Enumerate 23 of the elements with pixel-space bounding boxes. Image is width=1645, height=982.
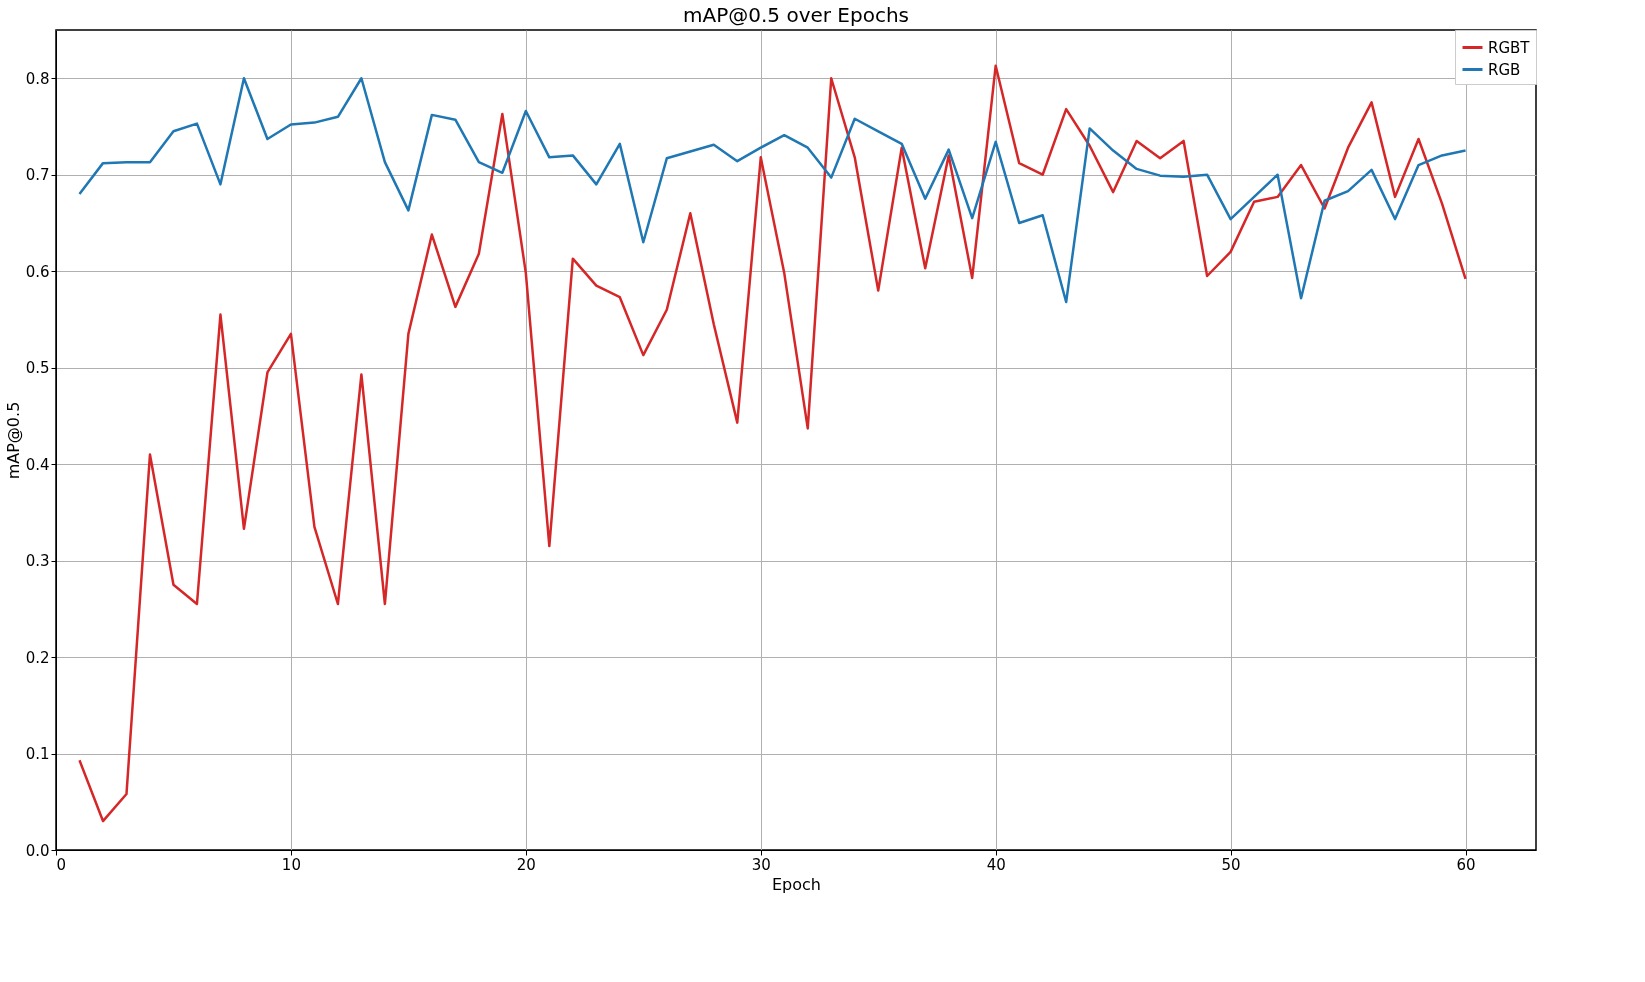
line-series	[78, 76, 1467, 304]
x-tick-label: 0	[56, 855, 67, 874]
y-tick-label: 0.8	[25, 69, 50, 88]
x-tick-label: 60	[1456, 855, 1476, 874]
y-axis-title: mAP@0.5	[3, 401, 23, 480]
y-tick-label: 0.1	[25, 745, 50, 764]
line-series	[78, 64, 1467, 823]
x-tick-label: 10	[281, 855, 301, 874]
y-tick-label: 0.5	[25, 359, 50, 378]
x-axis-title: Epoch	[772, 874, 821, 894]
chart-title: mAP@0.5 over Epochs	[682, 2, 910, 27]
x-tick-label: 40	[986, 855, 1006, 874]
x-tick-label: 50	[1221, 855, 1241, 874]
y-tick-label: 0.6	[25, 262, 50, 281]
y-tick-label: 0.7	[25, 166, 50, 185]
y-tick-label: 0.3	[25, 552, 50, 571]
y-tick-label: 0.4	[25, 455, 50, 474]
legend-label: RGB	[1488, 60, 1521, 79]
legend-label: RGBT	[1488, 38, 1531, 57]
x-tick-label: 30	[751, 855, 771, 874]
x-tick-label: 20	[516, 855, 536, 874]
y-tick-label: 0.0	[25, 841, 50, 860]
y-tick-label: 0.2	[25, 648, 50, 667]
